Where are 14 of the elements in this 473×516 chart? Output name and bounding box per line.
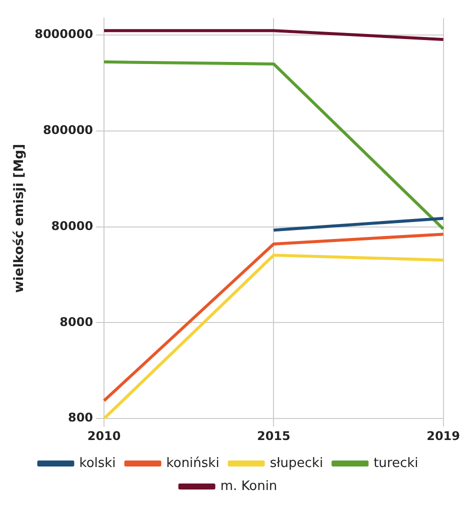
- legend-label: kolski: [79, 456, 116, 471]
- legend-label: m. Konin: [220, 478, 278, 494]
- y-tick-label: 800: [68, 410, 94, 425]
- y-axis-title: wielkość emisji [Mg]: [12, 144, 28, 293]
- x-tick-label: 2015: [256, 428, 290, 443]
- legend-label: turecki: [374, 456, 418, 471]
- y-tick-label: 80000: [51, 218, 94, 233]
- x-tick-label: 2010: [87, 428, 121, 443]
- legend-label: słupecki: [270, 456, 324, 471]
- x-tick-label: 2019: [426, 428, 460, 443]
- y-tick-label: 800000: [42, 123, 94, 138]
- y-tick-label: 8000000: [34, 27, 94, 42]
- legend-label: koniński: [166, 456, 220, 471]
- y-tick-label: 8000: [60, 314, 94, 329]
